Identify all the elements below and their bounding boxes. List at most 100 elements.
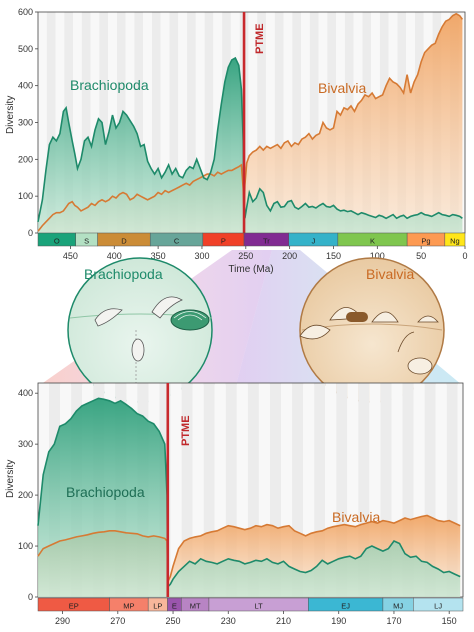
stage-band	[204, 12, 214, 233]
y-tick-label: 0	[28, 228, 33, 238]
stage-band	[274, 12, 284, 233]
period-label: EP	[69, 602, 79, 611]
period-cell	[413, 597, 464, 612]
x-tick-label: 200	[282, 251, 297, 261]
stage-band	[402, 383, 414, 597]
stage-band	[55, 12, 65, 233]
top-ptme-label: PTME	[254, 23, 266, 54]
stage-band	[99, 12, 109, 233]
x-tick-label: 290	[55, 616, 70, 626]
period-label: P	[221, 237, 226, 246]
stage-band	[195, 12, 205, 233]
stage-band	[81, 12, 91, 233]
bottom-chart: PTME Brachiopoda Bivalvia 0100200300400 …	[5, 382, 464, 626]
y-tick-label: 300	[18, 439, 33, 449]
lingulid-shell	[131, 338, 145, 362]
stage-band	[214, 383, 226, 597]
x-tick-label: 450	[63, 251, 78, 261]
top-brachiopoda-line	[37, 56, 463, 223]
stage-band	[327, 12, 337, 233]
y-tick-label: 100	[18, 541, 33, 551]
stage-band	[336, 383, 348, 597]
period-label: D	[121, 237, 127, 246]
top-y-axis: 0 100 200 300 400 500 600	[18, 7, 38, 238]
stage-band	[347, 383, 359, 597]
period-label: J	[311, 237, 315, 246]
brachiopod-fragment	[94, 308, 123, 327]
period-cell	[444, 232, 466, 247]
x-tick-label: 210	[276, 616, 291, 626]
y-tick-label: 400	[18, 388, 33, 398]
bivalvia-illustration-label: Bivalvia	[366, 266, 414, 282]
stage-band	[46, 12, 56, 233]
stage-band	[391, 383, 403, 597]
stage-band	[192, 383, 204, 597]
stage-band	[38, 12, 47, 233]
cockle-shell	[371, 311, 399, 323]
stage-band	[309, 12, 319, 233]
y-tick-label: 600	[18, 7, 33, 17]
small-shell	[417, 315, 439, 323]
stage-band	[303, 383, 315, 597]
bottom-y-axis: 0 100 200 300 400	[18, 388, 38, 602]
x-tick-label: 230	[221, 616, 236, 626]
stage-band	[265, 12, 275, 233]
stage-band	[134, 12, 144, 233]
period-label: LT	[255, 602, 264, 611]
x-tick-label: 150	[326, 251, 341, 261]
bivalvia-illustration	[299, 257, 445, 403]
brachiopod-shell	[170, 309, 210, 331]
stage-band	[248, 12, 258, 233]
bottom-brachiopoda-area	[38, 398, 461, 597]
stage-band	[424, 383, 436, 597]
x-tick-label: 0	[462, 251, 467, 261]
period-label: Tr	[263, 237, 270, 246]
period-label: S	[84, 237, 89, 246]
stage-band	[151, 12, 161, 233]
top-y-axis-label: Diversity	[5, 96, 16, 134]
stage-band	[170, 383, 182, 597]
x-tick-label: 170	[386, 616, 401, 626]
mussel-shell	[346, 312, 368, 322]
brachiopod-shell-ribs	[173, 311, 207, 321]
period-label: O	[54, 237, 60, 246]
stage-band	[292, 12, 302, 233]
period-label: Ng	[450, 237, 460, 246]
stage-band	[257, 12, 266, 233]
stage-band	[369, 383, 381, 597]
y-tick-label: 100	[18, 191, 33, 201]
x-tick-label: 250	[166, 616, 181, 626]
y-tick-label: 400	[18, 81, 33, 91]
stage-band	[446, 383, 458, 597]
bottom-bivalvia-annotation: Bivalvia	[332, 509, 380, 525]
period-label: E	[172, 602, 177, 611]
x-tick-label: 190	[331, 616, 346, 626]
stage-band	[178, 12, 188, 233]
x-tick-label: 400	[107, 251, 122, 261]
bottom-y-axis-label: Diversity	[5, 460, 16, 498]
period-label: Pg	[421, 237, 430, 246]
top-bivalvia-annotation: Bivalvia	[318, 80, 366, 96]
bottom-x-axis: 290 270 250 230 210 190 170 150	[55, 611, 457, 626]
period-label: LP	[153, 602, 162, 611]
x-tick-label: 100	[370, 251, 385, 261]
top-x-axis-label: Time (Ma)	[228, 264, 273, 275]
top-bivalvia-line	[37, 12, 464, 232]
y-tick-label: 300	[18, 118, 33, 128]
x-tick-label: 50	[416, 251, 426, 261]
oyster-shell	[299, 324, 331, 340]
stage-band	[281, 383, 293, 597]
x-tick-label: 250	[238, 251, 253, 261]
bottom-period-bar: EP MP LP E MT LT EJ MJ LJ	[37, 597, 464, 612]
x-tick-label: 300	[194, 251, 209, 261]
top-brachiopoda-area	[38, 58, 463, 233]
stage-band	[169, 12, 179, 233]
period-label: K	[370, 237, 375, 246]
top-x-axis: 450 400 350 300 250 200 150 100 50 0	[63, 246, 468, 261]
stage-band	[258, 383, 270, 597]
brachiopoda-illustration-label: Brachiopoda	[84, 266, 163, 282]
stage-band	[269, 383, 282, 597]
bottom-bivalvia-line	[37, 514, 461, 583]
stage-band	[325, 383, 337, 597]
stage-band	[314, 383, 326, 597]
